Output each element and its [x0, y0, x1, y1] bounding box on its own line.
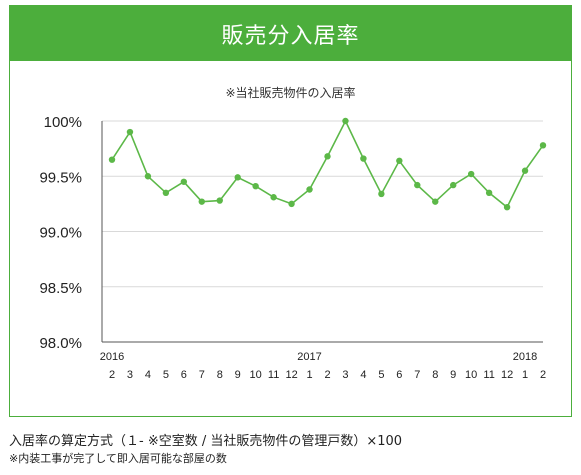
y-tick-label: 98.5% — [39, 280, 82, 297]
x-month-label: 11 — [268, 369, 279, 381]
data-point — [252, 182, 259, 190]
x-month-label: 3 — [127, 369, 133, 381]
series-line — [111, 119, 544, 209]
data-point — [126, 128, 134, 136]
data-point — [450, 181, 457, 189]
chart-subtitle: ※当社販売物件の入居率 — [225, 86, 356, 100]
data-point — [216, 197, 223, 204]
chart-header: 販売分入居率 — [10, 6, 571, 61]
chart-title: 販売分入居率 — [221, 23, 360, 49]
y-tick-label: 99.0% — [39, 225, 82, 242]
x-year-label: 2018 — [513, 351, 537, 363]
x-month-label: 4 — [145, 369, 151, 381]
data-point — [306, 186, 313, 193]
formula-note: 入居率の算定方式（１- ※空室数 / 当社販売物件の管理戸数）×100 — [9, 434, 403, 449]
data-point — [503, 203, 511, 211]
x-month-label: 12 — [285, 369, 297, 381]
x-month-label: 5 — [378, 369, 384, 381]
x-month-label: 7 — [414, 369, 420, 381]
data-point — [485, 189, 493, 197]
x-month-label: 7 — [199, 369, 205, 381]
x-month-label: 10 — [250, 369, 262, 381]
data-point — [288, 200, 295, 208]
data-point — [360, 155, 367, 162]
x-month-label: 1 — [306, 369, 312, 381]
x-year-label: 2017 — [297, 351, 321, 363]
data-point — [414, 181, 421, 189]
x-month-label: 3 — [342, 369, 348, 381]
y-tick-label: 98.0% — [39, 335, 82, 352]
data-point — [432, 198, 439, 205]
x-month-label: 12 — [501, 369, 513, 381]
data-point — [378, 190, 385, 198]
x-month-label: 9 — [235, 369, 241, 381]
vacancy-footnote: ※内装工事が完了して即入居可能な部屋の数 — [9, 452, 227, 465]
y-tick-label: 99.5% — [39, 169, 82, 186]
x-month-label: 1 — [522, 369, 528, 381]
data-point — [396, 157, 403, 164]
x-month-label: 6 — [181, 369, 187, 381]
data-point — [198, 198, 205, 205]
data-point — [539, 142, 547, 149]
data-point — [270, 194, 277, 201]
y-tick-label: 100% — [44, 114, 82, 131]
x-month-label: 2 — [109, 369, 115, 381]
x-month-label: 9 — [450, 369, 456, 381]
data-point — [521, 167, 529, 174]
x-month-label: 8 — [432, 369, 438, 381]
data-point — [108, 156, 116, 163]
data-point — [467, 170, 475, 178]
x-month-label: 11 — [483, 369, 494, 381]
x-month-label: 5 — [163, 369, 169, 381]
x-month-label: 8 — [217, 369, 223, 381]
data-point — [324, 153, 331, 160]
x-month-label: 2 — [324, 369, 330, 381]
x-month-label: 6 — [396, 369, 402, 381]
data-point — [180, 178, 188, 185]
x-month-label: 2 — [540, 369, 546, 381]
x-month-label: 10 — [465, 369, 477, 381]
data-point — [234, 174, 241, 181]
data-point — [342, 117, 349, 125]
x-year-label: 2016 — [100, 351, 124, 363]
chart-panel: 販売分入居率 ※当社販売物件の入居率 — [9, 5, 572, 417]
x-month-label: 4 — [360, 369, 366, 381]
data-point — [162, 189, 170, 197]
data-point — [144, 173, 152, 180]
